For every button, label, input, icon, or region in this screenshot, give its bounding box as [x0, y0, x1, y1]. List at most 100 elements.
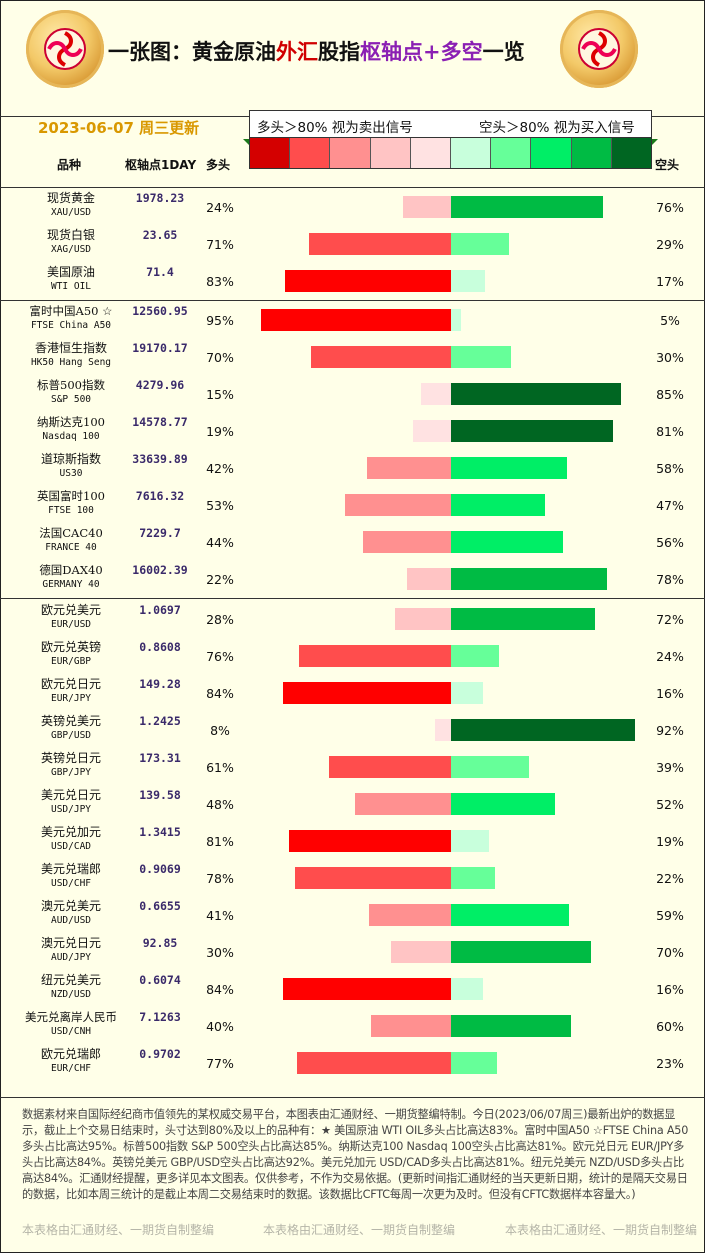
- instrument-name: 纳斯达克100: [37, 415, 105, 429]
- legend-swatch-4: [410, 138, 452, 168]
- bull-percent: 59%: [656, 908, 684, 923]
- instrument-name: 富时中国A50 ☆: [29, 304, 113, 318]
- bull-percent: 70%: [656, 945, 684, 960]
- bear-bar: [369, 904, 451, 926]
- bull-percent: 24%: [656, 649, 684, 664]
- table-row: 美元兑离岸人民币 USD/CNH 7.1263 40% 60%: [0, 1007, 705, 1044]
- legend-box: 多头＞80% 视为卖出信号 空头＞80% 视为买入信号: [249, 110, 652, 138]
- legend-right-text: 空头＞80% 视为买入信号: [479, 120, 635, 136]
- bull-percent: 22%: [656, 871, 684, 886]
- instrument-name: 美元兑日元: [40, 788, 101, 802]
- instrument-code: XAG/USD: [50, 244, 92, 255]
- legend-swatch-5: [451, 138, 492, 168]
- instrument-name: 德国DAX40: [39, 563, 103, 577]
- table-row: 富时中国A50 ☆ FTSE China A50 12560.95 95% 5%: [0, 301, 705, 338]
- bull-percent: 85%: [656, 387, 684, 402]
- instrument-name: 道琼斯指数: [40, 452, 101, 466]
- pivot-value: 7229.7: [139, 526, 181, 540]
- bull-percent: 47%: [656, 498, 684, 513]
- bull-bar: [451, 309, 461, 331]
- bear-bar: [403, 196, 451, 218]
- instrument-code: XAU/USD: [50, 207, 92, 218]
- title-part-4: 枢轴点+多空: [360, 39, 483, 64]
- group-divider: [0, 598, 705, 599]
- table-row: 纽元兑美元 NZD/USD 0.6074 84% 16%: [0, 970, 705, 1007]
- instrument-name: 现货黄金: [46, 191, 95, 205]
- instrument-code: FTSE 100: [48, 505, 94, 516]
- bear-percent: 78%: [206, 871, 234, 886]
- pivot-value: 7616.32: [135, 489, 185, 503]
- legend-swatch-3: [370, 138, 411, 168]
- page-title: 一张图：黄金原油外汇股指枢轴点+多空一览: [108, 36, 525, 66]
- bear-bar: [295, 867, 451, 889]
- bear-percent: 48%: [206, 797, 234, 812]
- instrument-code: NZD/USD: [50, 989, 92, 1000]
- bull-percent: 78%: [656, 572, 684, 587]
- bull-percent: 39%: [656, 760, 684, 775]
- bear-bar: [311, 346, 451, 368]
- instrument-code: USD/CHF: [50, 878, 92, 889]
- pivot-value: 0.9702: [139, 1047, 181, 1061]
- bull-percent: 58%: [656, 461, 684, 476]
- bear-percent: 8%: [210, 723, 230, 738]
- logo-left: [26, 10, 104, 88]
- instrument-code: FRANCE 40: [45, 542, 97, 553]
- table-row: 欧元兑英镑 EUR/GBP 0.8608 76% 24%: [0, 637, 705, 674]
- bull-percent: 23%: [656, 1056, 684, 1071]
- bear-bar: [329, 756, 451, 778]
- instrument-code: EUR/CHF: [50, 1063, 92, 1074]
- bear-bar: [299, 645, 451, 667]
- bull-bar: [451, 457, 567, 479]
- bull-bar: [451, 682, 483, 704]
- bull-bar: [451, 904, 569, 926]
- legend-swatch-8: [571, 138, 612, 168]
- col-header-bear: 多头: [206, 158, 231, 172]
- bull-bar: [451, 196, 603, 218]
- swirl-icon: [44, 28, 86, 70]
- bull-bar: [451, 867, 495, 889]
- pivot-value: 1978.23: [135, 191, 185, 205]
- col-header-name: 品种: [57, 158, 82, 172]
- bear-percent: 53%: [206, 498, 234, 513]
- bear-bar: [285, 270, 451, 292]
- instrument-name: 标普500指数: [37, 378, 105, 392]
- bear-bar: [407, 568, 451, 590]
- bull-bar: [451, 756, 529, 778]
- pivot-value: 4279.96: [135, 378, 185, 392]
- table-row: 道琼斯指数 US30 33639.89 42% 58%: [0, 449, 705, 486]
- instrument-code: EUR/USD: [50, 619, 92, 630]
- bull-percent: 29%: [656, 237, 684, 252]
- bull-bar: [451, 1052, 497, 1074]
- bull-percent: 16%: [656, 686, 684, 701]
- instrument-name: 欧元兑英镑: [40, 640, 101, 654]
- instrument-code: AUD/USD: [50, 915, 92, 926]
- bear-percent: 41%: [206, 908, 234, 923]
- bull-bar: [451, 346, 511, 368]
- title-part-3: 股指: [318, 39, 360, 64]
- bull-percent: 30%: [656, 350, 684, 365]
- instrument-code: US30: [59, 468, 83, 479]
- instrument-name: 欧元兑瑞郎: [40, 1047, 101, 1061]
- title-part-5: 一览: [482, 39, 525, 64]
- pivot-value: 23.65: [142, 228, 178, 242]
- legend-swatch-2: [330, 138, 371, 168]
- table-row: 美国原油 WTI OIL 71.4 83% 17%: [0, 262, 705, 299]
- watermark-1: 本表格由汇通财经、一期货自制整编: [22, 1223, 215, 1237]
- table-row: 香港恒生指数 HK50 Hang Seng 19170.17 70% 30%: [0, 338, 705, 375]
- bear-percent: 70%: [206, 350, 234, 365]
- bear-bar: [345, 494, 451, 516]
- bull-bar: [451, 420, 613, 442]
- group-divider: [0, 300, 705, 301]
- bull-bar: [451, 830, 489, 852]
- bull-percent: 16%: [656, 982, 684, 997]
- pivot-value: 14578.77: [132, 415, 188, 429]
- bear-bar: [421, 383, 451, 405]
- table-row: 美元兑瑞郎 USD/CHF 0.9069 78% 22%: [0, 859, 705, 896]
- instrument-code: GERMANY 40: [42, 579, 100, 590]
- pivot-value: 19170.17: [132, 341, 188, 355]
- legend-swatch-9: [611, 138, 652, 168]
- legend-corner-left: [243, 139, 249, 145]
- legend-swatch-1: [290, 138, 331, 168]
- bull-percent: 92%: [656, 723, 684, 738]
- pivot-value: 12560.95: [132, 304, 188, 318]
